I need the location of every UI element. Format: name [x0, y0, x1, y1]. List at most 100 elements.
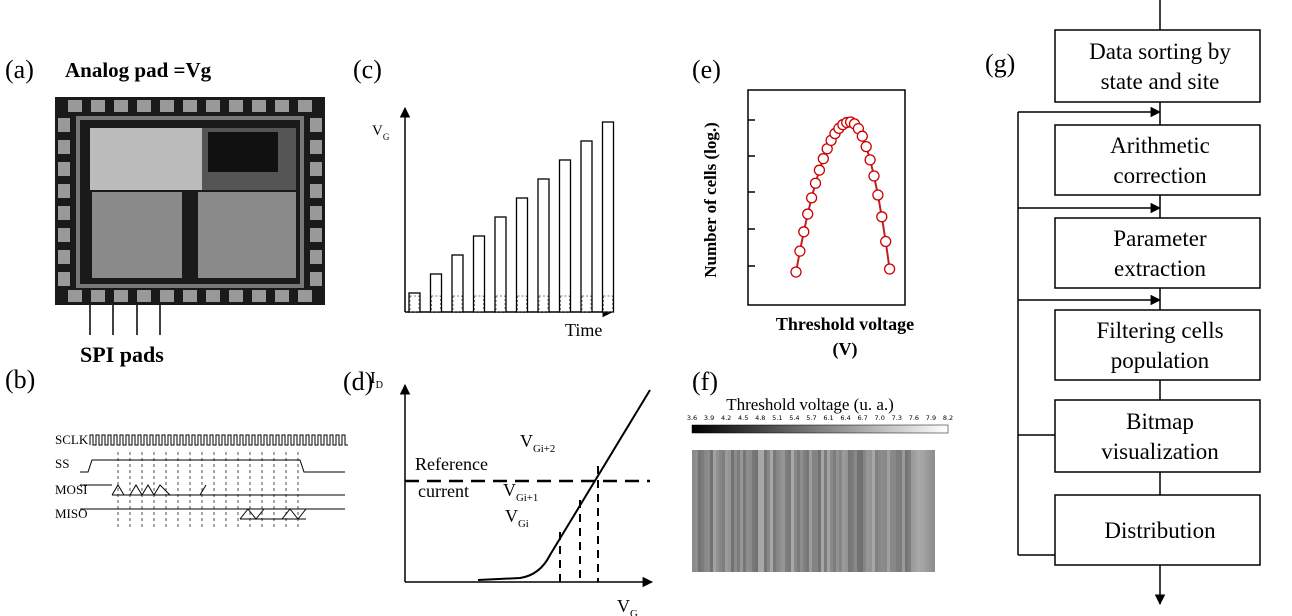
bitmap-stripe [887, 450, 890, 572]
bitmap-stripe [728, 450, 731, 572]
ramp-pulse [558, 159, 572, 313]
bitmap-stripe [737, 450, 740, 572]
bitmap-stripe [926, 450, 929, 572]
flow-step: visualization [1101, 439, 1219, 464]
panel-label: (f) [692, 367, 718, 396]
bitmap-stripe [764, 450, 767, 572]
spi-pads-label: SPI pads [80, 342, 164, 367]
bitmap-stripe [719, 450, 722, 572]
colorbar-label: 6.7 [857, 414, 867, 422]
pad [183, 290, 197, 302]
read-pulse [517, 295, 527, 313]
panel-label: (a) [5, 55, 34, 84]
signal-name: MOSI [55, 482, 88, 497]
colorbar [691, 424, 949, 434]
pad [58, 162, 70, 176]
chip-array [198, 192, 296, 278]
bitmap-stripe [920, 450, 923, 572]
pad [58, 272, 70, 286]
read-pulse [495, 295, 506, 313]
panel-label: (b) [5, 365, 35, 394]
flow-step: Parameter [1113, 226, 1207, 251]
bitmap-stripe [929, 450, 932, 572]
pad [114, 290, 128, 302]
data-point [876, 211, 888, 223]
bitmap-stripe [743, 450, 746, 572]
ramp-pulse [451, 254, 464, 313]
bitmap-stripe [707, 450, 710, 572]
bitmap-stripe [716, 450, 719, 572]
flow-step: correction [1113, 163, 1207, 188]
bitmap-stripe [812, 450, 815, 572]
analog-pad-label: Analog pad =Vg [65, 58, 212, 82]
colorbar-label: 4.8 [755, 414, 765, 422]
ramp-pulse [580, 140, 593, 313]
chip-block [208, 132, 278, 172]
bitmap-stripe [848, 450, 851, 572]
ramp-pulse [472, 235, 486, 313]
panel-label: (g) [985, 49, 1015, 78]
mosi-wave [80, 484, 345, 496]
bitmap-stripe [761, 450, 764, 572]
bitmap-stripe [806, 450, 809, 572]
pad [252, 100, 266, 112]
flow-box [1054, 309, 1261, 381]
bitmap-stripe [698, 450, 701, 572]
level-label: VGi+2 [520, 431, 555, 455]
x-axis-label-main: V [617, 596, 630, 616]
bitmap-stripe [791, 450, 794, 572]
x-axis-label: (V) [833, 339, 858, 360]
pad [68, 100, 82, 112]
pad [68, 290, 82, 302]
flow-box [1054, 399, 1261, 473]
bitmap-stripe [758, 450, 761, 572]
colorbar-label: 5.7 [806, 414, 816, 422]
bitmap-stripe [800, 450, 803, 572]
bitmap-stripe [911, 450, 914, 572]
data-point [860, 140, 872, 153]
bitmap-stripe [860, 450, 863, 572]
data-point [809, 177, 822, 189]
bitmap-stripe [710, 450, 713, 572]
read-pulse [560, 295, 570, 313]
colorbar-label: 5.4 [789, 414, 799, 422]
pad [58, 184, 70, 198]
bitmap-stripe [803, 450, 806, 572]
signal-name: SCLK [55, 432, 89, 447]
bitmap-stripe [893, 450, 896, 572]
bitmap-stripe [695, 450, 698, 572]
bitmap-stripe [746, 450, 749, 572]
flow-box [1054, 29, 1261, 103]
bitmap-stripe [842, 450, 845, 572]
pad [310, 140, 322, 154]
chip-array [92, 192, 182, 278]
colorbar-label: 7.3 [892, 414, 902, 422]
pad [206, 290, 220, 302]
data-point [883, 263, 896, 275]
bitmap-stripe [824, 450, 827, 572]
level-label-main: V [520, 431, 533, 451]
bitmap-stripe [785, 450, 788, 572]
bitmap-stripe [872, 450, 875, 572]
pad [310, 272, 322, 286]
pad [310, 184, 322, 198]
bitmap-stripe [878, 450, 881, 572]
y-axis-label: Number of cells (log.) [701, 122, 720, 278]
bitmap-stripe [782, 450, 785, 572]
pad [310, 250, 322, 264]
signal-name: SS [55, 456, 69, 471]
pad [58, 250, 70, 264]
colorbar-label: 8.2 [943, 414, 953, 422]
level-label-main: V [503, 480, 516, 500]
flow-step: Data sorting by [1089, 39, 1231, 64]
level-label: VGi+1 [503, 480, 538, 504]
bitmap-stripe [692, 450, 695, 572]
bitmap-stripe [818, 450, 821, 572]
level-label-sub: Gi+1 [516, 492, 538, 504]
bitmap-stripe [749, 450, 752, 572]
bitmap-stripe [881, 450, 884, 572]
bitmap-stripe [839, 450, 842, 572]
bitmap-stripe [932, 450, 935, 572]
panel-label: (d) [343, 367, 373, 396]
flow-step: Arithmetic [1110, 133, 1210, 158]
